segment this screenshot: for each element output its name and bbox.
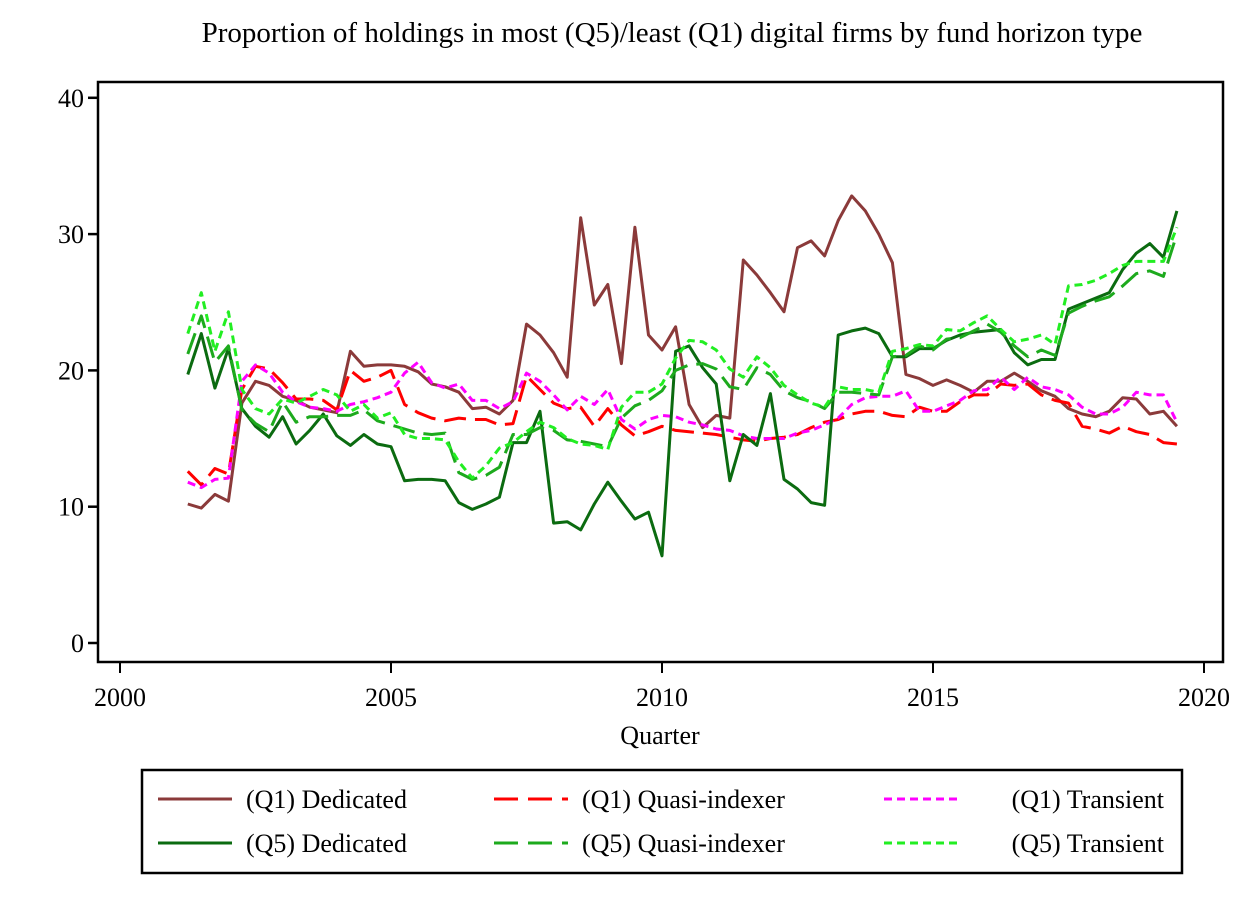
legend-label: (Q1) Transient bbox=[1012, 785, 1165, 814]
y-tick-label: 30 bbox=[58, 220, 84, 249]
series-line-q5-transient bbox=[186, 226, 1179, 480]
y-axis: 0 10 20 30 40 bbox=[58, 84, 98, 658]
legend-label: (Q5) Dedicated bbox=[246, 829, 407, 858]
x-tick-label: 2020 bbox=[1178, 683, 1230, 712]
legend: (Q1) Dedicated (Q1) Quasi-indexer (Q1) Tra… bbox=[140, 768, 1184, 875]
y-tick-label: 10 bbox=[58, 493, 84, 522]
y-tick-label: 20 bbox=[58, 356, 84, 385]
series-layer bbox=[186, 194, 1179, 558]
x-axis: 2000 2005 2010 2015 2020 bbox=[94, 662, 1230, 712]
y-tick-label: 0 bbox=[71, 629, 84, 658]
series-line-q1-quasi-indexer bbox=[186, 364, 1178, 487]
x-axis-label: Quarter bbox=[620, 721, 700, 750]
legend-label: (Q5) Transient bbox=[1012, 829, 1165, 858]
legend-label: (Q1) Quasi-indexer bbox=[582, 785, 785, 814]
x-tick-label: 2015 bbox=[907, 683, 959, 712]
legend-frame bbox=[140, 768, 1184, 875]
x-tick-label: 2010 bbox=[636, 683, 688, 712]
legend-label: (Q1) Dedicated bbox=[246, 785, 407, 814]
legend-label: (Q5) Quasi-indexer bbox=[582, 829, 785, 858]
x-tick-label: 2000 bbox=[94, 683, 146, 712]
series-line-q1-transient bbox=[187, 360, 1179, 490]
series-line-q5-quasi-indexer bbox=[186, 233, 1179, 481]
x-tick-label: 2005 bbox=[365, 683, 417, 712]
plot-area-frame bbox=[96, 80, 1225, 664]
series-line-q1-dedicated bbox=[187, 194, 1179, 510]
chart-title: Proportion of holdings in most (Q5)/leas… bbox=[202, 17, 1143, 49]
y-tick-label: 40 bbox=[58, 84, 84, 113]
